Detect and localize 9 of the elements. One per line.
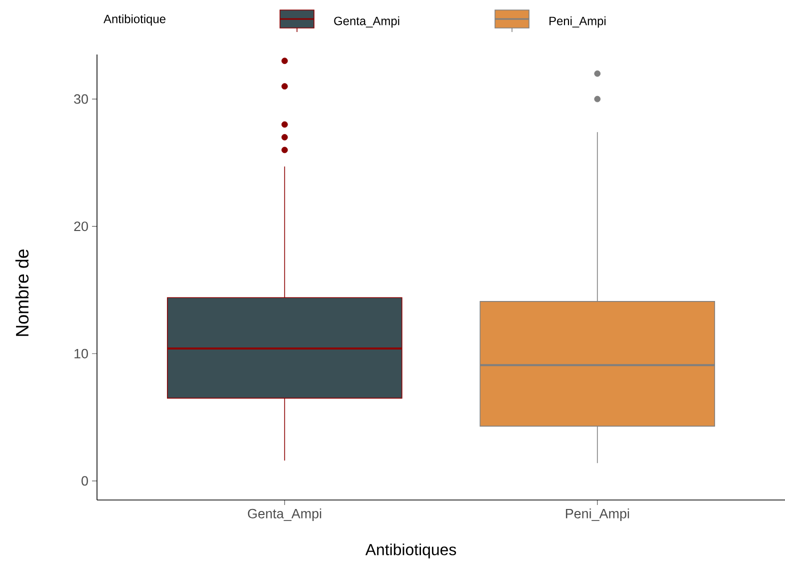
legend-label: Peni_Ampi xyxy=(550,16,606,28)
y-tick-label: 10 xyxy=(74,348,88,358)
y-tick-label: 20 xyxy=(74,222,88,232)
y-tick-label: 30 xyxy=(74,94,88,104)
legend-title: Antibiotique xyxy=(104,14,166,26)
y-tick-label: 0 xyxy=(82,476,88,486)
y-axis-title: Nombre de xyxy=(15,249,29,336)
x-axis-title: Antibiotiques xyxy=(365,544,456,558)
legend-label: Genta_Ampi xyxy=(334,16,400,28)
